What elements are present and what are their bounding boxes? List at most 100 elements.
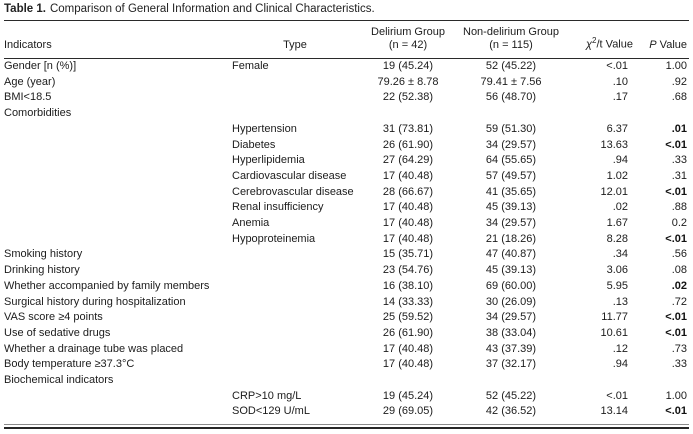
cell-p-value: .73 (671, 342, 687, 355)
table-row: Hyperlipidemia 27 (64.29) 64 (55.65) .94… (4, 153, 689, 169)
table-row: BMI<18.5 22 (52.38) 56 (48.70) .17 .68 (4, 90, 689, 106)
table-row: Drinking history 23 (54.76) 45 (39.13) 3… (4, 263, 689, 279)
cell-delirium-value: 19 (45.24) (382, 60, 434, 72)
cell-delirium-value: 22 (52.38) (382, 91, 434, 104)
cell-p-value: 0.2 (671, 217, 687, 230)
column-header-non-delirium-group: Non-delirium Group (n = 115) (456, 21, 566, 59)
cell-indicator: Whether accompanied by family members (4, 279, 210, 292)
cell-type: CRP>10 mg/L (232, 389, 302, 402)
cell-type (230, 279, 360, 295)
cell-p-value: .02 (671, 279, 687, 292)
delirium-group-label: Delirium Group (371, 26, 445, 38)
cell-type (230, 342, 360, 358)
cell-non-delirium-value (456, 373, 566, 389)
cell-non-delirium-value: 45 (39.13) (485, 264, 537, 277)
cell-p-value: .56 (671, 248, 687, 261)
p-symbol: P (649, 39, 657, 51)
table-row: Age (year) 79.26 ± 8.78 79.41 ± 7.56 .10… (4, 75, 689, 91)
column-header-type: Type (230, 21, 360, 59)
non-delirium-group-label: Non-delirium Group (463, 26, 559, 38)
cell-type (230, 263, 360, 279)
delirium-group-n: (n = 42) (388, 39, 428, 51)
cell-indicator: Whether a drainage tube was placed (4, 342, 184, 355)
cell-non-delirium-value: 34 (29.57) (485, 138, 537, 151)
table-row: VAS score ≥4 points 25 (59.52) 34 (29.57… (4, 310, 689, 326)
cell-type (230, 90, 360, 106)
cell-indicator (4, 404, 230, 420)
cell-delirium-value: 19 (45.24) (382, 389, 434, 402)
cell-delirium-value: 28 (66.67) (382, 185, 434, 198)
cell-type (230, 310, 360, 326)
cell-chi-t-value: <.01 (606, 60, 628, 72)
cell-chi-t-value: 12.01 (600, 185, 628, 198)
cell-delirium-value: 17 (40.48) (382, 217, 434, 230)
cell-p-value: <.01 (665, 138, 687, 151)
cell-type (230, 247, 360, 263)
cell-delirium-value: 27 (64.29) (382, 154, 434, 167)
cell-chi-t-value: <.01 (606, 389, 628, 402)
table-row: Smoking history 15 (35.71) 47 (40.87) .3… (4, 247, 689, 263)
cell-non-delirium-value: 52 (45.22) (485, 60, 537, 72)
cell-chi-t-value: .10 (612, 75, 628, 88)
cell-delirium-value: 79.26 ± 8.78 (377, 75, 439, 88)
cell-indicator: Gender [n (%)] (4, 60, 77, 72)
cell-type: Diabetes (232, 138, 276, 151)
cell-indicator: Smoking history (4, 248, 83, 261)
cell-delirium-value: 16 (38.10) (382, 279, 434, 292)
table-caption-label: Table 1. (4, 3, 46, 15)
table-caption: Table 1. Comparison of General Informatio… (4, 2, 689, 16)
cell-indicator (4, 138, 230, 154)
cell-type: Renal insufficiency (232, 201, 324, 214)
table-row: SOD<129 U/mL 29 (69.05) 42 (36.52) 13.14… (4, 404, 689, 420)
cell-delirium-value: 25 (59.52) (382, 311, 434, 324)
table-row: Whether a drainage tube was placed 17 (4… (4, 342, 689, 358)
cell-indicator (4, 200, 230, 216)
cell-indicator: Drinking history (4, 264, 80, 277)
cell-non-delirium-value: 37 (32.17) (485, 358, 537, 371)
cell-non-delirium-value: 64 (55.65) (485, 154, 537, 167)
cell-non-delirium-value: 45 (39.13) (485, 201, 537, 214)
cell-chi-t-value (566, 106, 633, 122)
cell-p-value: .33 (671, 154, 687, 167)
cell-delirium-value: 26 (61.90) (382, 326, 434, 339)
cell-non-delirium-value: 30 (26.09) (485, 295, 537, 308)
clinical-characteristics-table: Indicators Type Delirium Group (n = 42) … (4, 21, 689, 420)
cell-p-value: .33 (671, 358, 687, 371)
cell-non-delirium-value: 79.41 ± 7.56 (480, 75, 542, 88)
cell-p-value: 1.00 (665, 60, 687, 72)
cell-chi-t-value: 11.77 (601, 311, 628, 324)
cell-chi-t-value: 1.67 (606, 217, 628, 230)
table-row: Biochemical indicators (4, 373, 689, 389)
table-caption-text: Comparison of General Information and Cl… (49, 3, 375, 15)
cell-indicator (4, 185, 230, 201)
table-bottom-rule-thin (4, 424, 689, 426)
chi-symbol: χ (586, 39, 593, 51)
cell-chi-t-value (566, 373, 633, 389)
p-value-label: Value (656, 39, 687, 51)
cell-delirium-value: 17 (40.48) (382, 342, 434, 355)
cell-delirium-value (360, 373, 456, 389)
table-row: Hypoproteinemia 17 (40.48) 21 (18.26) 8.… (4, 232, 689, 248)
cell-delirium-value: 17 (40.48) (382, 201, 434, 214)
cell-indicator: Age (year) (4, 75, 56, 88)
cell-type (230, 326, 360, 342)
cell-chi-t-value: .94 (612, 154, 628, 167)
table-row: Surgical history during hospitalization … (4, 295, 689, 311)
cell-type: SOD<129 U/mL (232, 405, 310, 418)
cell-non-delirium-value: 42 (36.52) (485, 405, 537, 418)
table-row: Cardiovascular disease 17 (40.48) 57 (49… (4, 169, 689, 185)
cell-p-value: <.01 (665, 232, 687, 245)
cell-delirium-value: 31 (73.81) (382, 122, 434, 135)
cell-type (230, 295, 360, 311)
table-header-row: Indicators Type Delirium Group (n = 42) … (4, 21, 689, 59)
cell-chi-t-value: 8.28 (606, 232, 628, 245)
cell-indicator: Comorbidities (4, 107, 72, 120)
table-row: Diabetes 26 (61.90) 34 (29.57) 13.63 <.0… (4, 138, 689, 154)
cell-delirium-value: 15 (35.71) (382, 248, 434, 261)
cell-indicator (4, 216, 230, 232)
cell-non-delirium-value: 59 (51.30) (485, 122, 537, 135)
cell-chi-t-value: 13.14 (600, 405, 628, 418)
cell-type: Anemia (232, 217, 270, 230)
cell-delirium-value (360, 106, 456, 122)
cell-delirium-value: 17 (40.48) (382, 169, 434, 182)
